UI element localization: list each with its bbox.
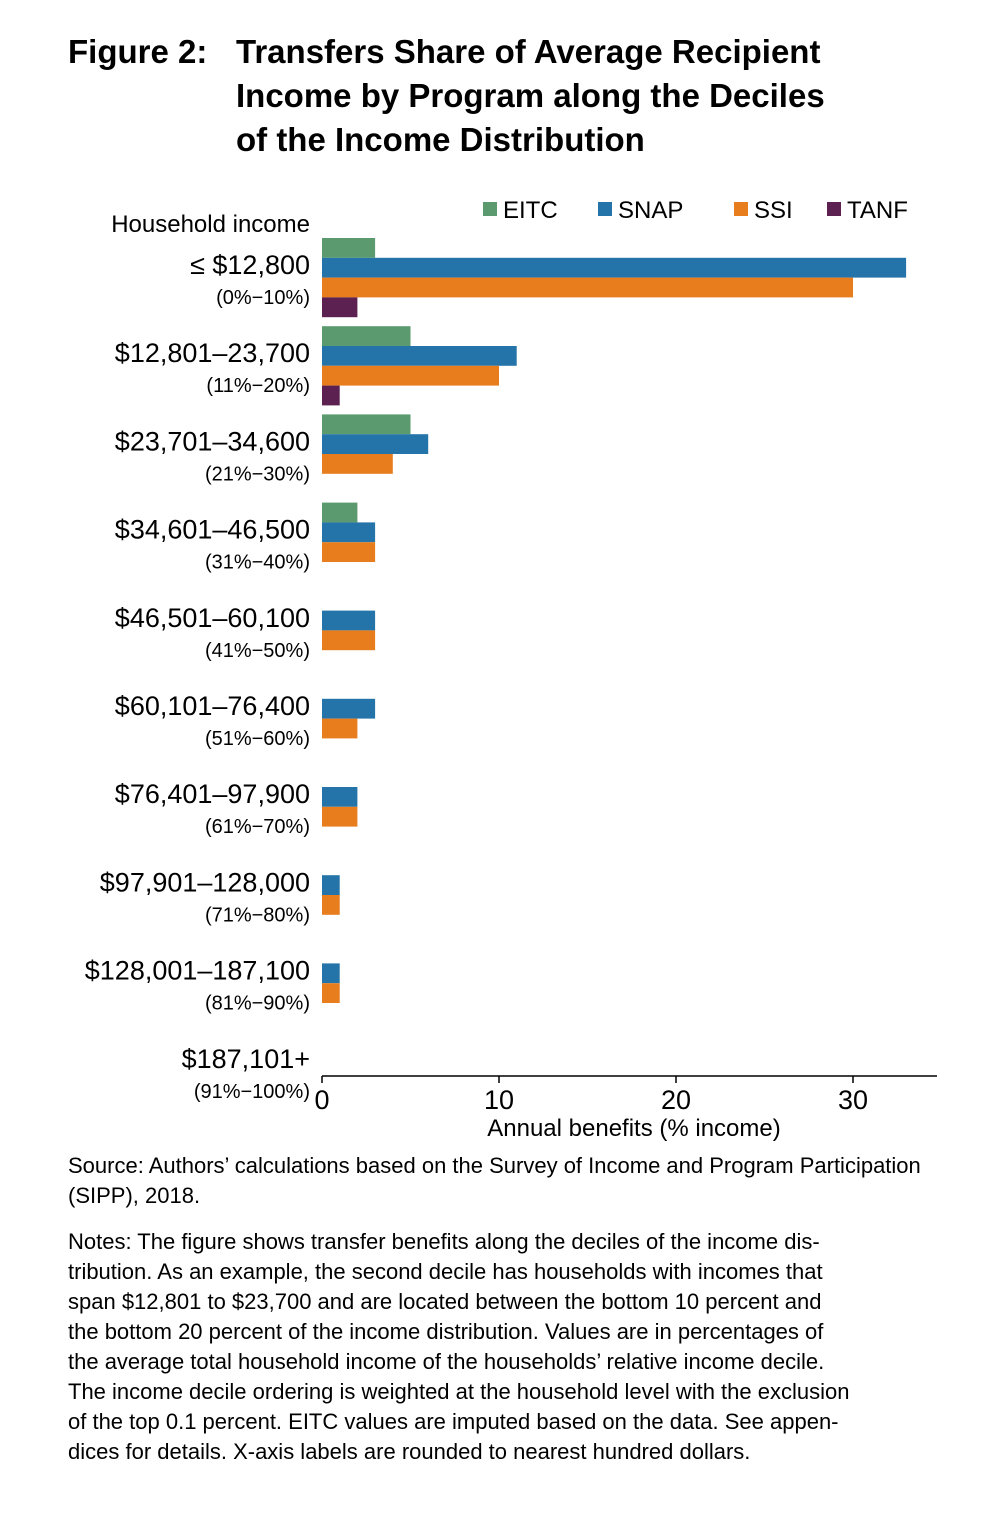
bar-snap-5 (322, 610, 376, 631)
category-label: $34,601–46,500 (115, 515, 310, 545)
legend-swatch-ssi (734, 202, 748, 216)
notes-line: dices for details. X-axis labels are rou… (68, 1439, 751, 1464)
legend-swatch-tanf (827, 202, 841, 216)
category-label: $12,801–23,700 (115, 338, 310, 368)
notes-line: the average total household income of th… (68, 1349, 825, 1374)
category-sublabel: (11%−20%) (206, 375, 310, 397)
bar-snap-2 (322, 346, 517, 366)
category-sublabel: (71%−80%) (205, 904, 310, 926)
category-label: $60,101–76,400 (115, 691, 310, 721)
bar-ssi-6 (322, 718, 358, 739)
category-label: $97,901–128,000 (100, 867, 310, 897)
legend-label-ssi: SSI (754, 197, 793, 224)
figure-number: Figure 2: (68, 33, 208, 70)
bar-chart: EITC SNAP SSI TANF Household income ≤ $12,800… (85, 197, 937, 1142)
category-sublabel: (41%−50%) (205, 640, 310, 662)
x-tick-label: 10 (484, 1085, 514, 1115)
x-tick-label: 0 (314, 1085, 329, 1115)
bar-eitc-1 (322, 238, 376, 258)
bar-eitc-2 (322, 326, 411, 346)
x-axis-label: Annual benefits (% income) (487, 1115, 780, 1142)
y-axis-header: Household income (111, 211, 310, 238)
category-sublabel: (31%−40%) (205, 552, 310, 574)
bar-snap-1 (322, 257, 907, 278)
category-sublabel: (21%−30%) (205, 463, 310, 485)
bar-ssi-3 (322, 454, 393, 474)
x-tick-label: 20 (661, 1085, 691, 1115)
figure-title-lines: Transfers Share of Average Recipient Inc… (236, 30, 956, 162)
bar-ssi-1 (322, 277, 853, 298)
bar-ssi-8 (322, 895, 340, 915)
category-sublabel: (81%−90%) (205, 993, 310, 1015)
bar-snap-9 (322, 963, 340, 984)
category-label: $23,701–34,600 (115, 426, 310, 456)
notes-line: the bottom 20 percent of the income dist… (68, 1319, 824, 1344)
legend-label-tanf: TANF (847, 197, 908, 224)
bar-eitc-3 (322, 414, 411, 435)
legend-swatch-eitc (483, 202, 497, 216)
notes: Notes: The figure shows transfer benefit… (68, 1227, 968, 1467)
category-label: $187,101+ (182, 1044, 310, 1074)
x-tick-label: 30 (838, 1085, 868, 1115)
notes-line: Notes: The figure shows transfer benefit… (68, 1229, 820, 1254)
category-sublabel: (0%−10%) (216, 287, 310, 309)
bar-eitc-4 (322, 502, 358, 523)
bar-ssi-2 (322, 365, 499, 386)
category-sublabel: (61%−70%) (205, 816, 310, 838)
notes-line: tribution. As an example, the second dec… (68, 1259, 823, 1284)
category-label: $46,501–60,100 (115, 603, 310, 633)
title-line: Income by Program along the Deciles (236, 77, 825, 114)
bar-snap-6 (322, 698, 376, 719)
title-line: of the Income Distribution (236, 121, 645, 158)
category-sublabel: (51%−60%) (205, 728, 310, 750)
category-label: $76,401–97,900 (115, 779, 310, 809)
bar-snap-8 (322, 875, 340, 895)
category-label: $128,001–187,100 (85, 956, 310, 986)
title-line: Transfers Share of Average Recipient (236, 33, 821, 70)
bar-tanf-2 (322, 385, 340, 406)
bar-ssi-7 (322, 806, 358, 827)
legend-swatch-snap (598, 202, 612, 216)
legend-label-snap: SNAP (618, 197, 683, 224)
bar-ssi-9 (322, 983, 340, 1003)
notes-line: span $12,801 to $23,700 and are located … (68, 1289, 822, 1314)
notes-line: The income decile ordering is weighted a… (68, 1379, 850, 1404)
bar-ssi-5 (322, 630, 376, 651)
category-sublabel: (91%−100%) (194, 1081, 310, 1103)
bar-snap-3 (322, 434, 429, 454)
source-note: Source: Authors’ calculations based on t… (68, 1153, 921, 1208)
bar-snap-7 (322, 787, 358, 807)
notes-line: of the top 0.1 percent. EITC values are … (68, 1409, 839, 1434)
bar-snap-4 (322, 522, 376, 543)
bar-ssi-4 (322, 542, 376, 562)
legend-label-eitc: EITC (503, 197, 558, 224)
bar-tanf-1 (322, 297, 358, 318)
category-label: ≤ $12,800 (190, 250, 310, 280)
